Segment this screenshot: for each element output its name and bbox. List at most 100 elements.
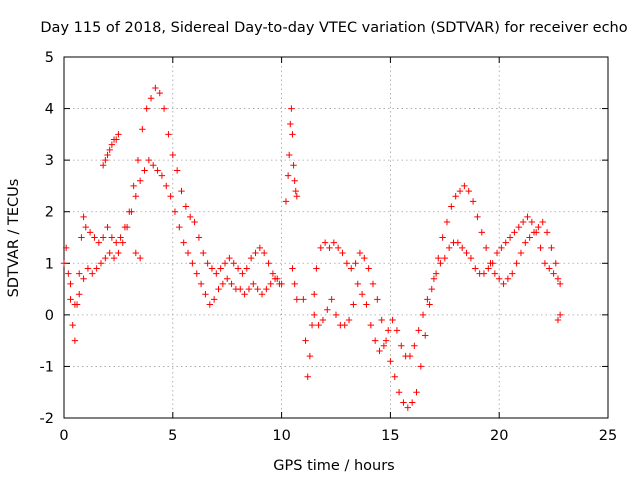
series-track-e: [311, 213, 564, 360]
data-point: [265, 260, 272, 267]
data-point: [258, 291, 266, 298]
y-axis-label: SDTVAR / TECUs: [6, 179, 22, 298]
data-point: [202, 291, 209, 298]
data-point: [480, 270, 488, 277]
data-point: [293, 193, 301, 200]
data-point: [441, 254, 448, 262]
y-tick-label: 1: [45, 256, 54, 272]
data-point: [306, 352, 314, 360]
data-point: [517, 249, 525, 257]
data-point: [311, 291, 318, 298]
data-point: [330, 239, 338, 246]
data-point: [430, 275, 438, 282]
data-point: [104, 223, 111, 231]
data-point: [535, 223, 542, 231]
data-point: [541, 260, 549, 267]
data-point: [169, 151, 176, 159]
data-point: [543, 229, 551, 236]
data-point: [91, 234, 98, 241]
data-point: [286, 151, 293, 159]
data-point: [291, 280, 298, 288]
x-tick-label: 15: [381, 428, 399, 444]
data-point: [99, 162, 107, 169]
data-point: [459, 244, 466, 252]
data-point: [311, 311, 318, 319]
data-point: [67, 280, 74, 288]
x-tick-label: 5: [168, 428, 177, 444]
data-point: [289, 131, 296, 138]
data-point: [78, 234, 85, 241]
data-point: [496, 275, 503, 282]
data-point: [282, 198, 290, 205]
data-point: [226, 254, 233, 262]
y-tick-label: 5: [45, 50, 54, 66]
data-point: [284, 172, 292, 179]
data-point: [154, 167, 161, 174]
x-tick-label: 0: [59, 428, 68, 444]
data-point: [385, 327, 392, 334]
data-point: [119, 239, 126, 246]
data-point: [256, 244, 264, 252]
data-point: [515, 223, 522, 231]
data-point: [454, 239, 462, 246]
data-point: [469, 198, 477, 205]
data-point: [271, 275, 279, 282]
data-point: [522, 239, 529, 246]
data-point: [132, 193, 140, 200]
data-point: [354, 280, 361, 288]
data-point: [387, 358, 394, 365]
data-point: [245, 285, 253, 293]
data-point: [511, 229, 518, 236]
data-point: [95, 239, 103, 246]
data-point: [300, 296, 307, 303]
data-point: [130, 182, 137, 190]
data-point: [136, 177, 144, 184]
data-point: [276, 280, 283, 288]
data-point: [519, 218, 527, 226]
data-point: [491, 270, 499, 277]
data-point: [136, 254, 144, 262]
data-point: [550, 270, 557, 277]
data-point: [356, 249, 364, 257]
data-point: [528, 218, 536, 226]
data-point: [193, 270, 200, 277]
data-point: [526, 234, 533, 241]
data-point: [224, 275, 231, 282]
series-track-d: [300, 182, 559, 411]
data-point: [293, 296, 301, 303]
data-point: [380, 342, 388, 349]
data-point: [546, 265, 553, 272]
data-point: [115, 249, 122, 257]
data-point: [506, 234, 514, 241]
data-point: [408, 399, 416, 406]
data-point: [108, 141, 116, 148]
data-point: [445, 244, 453, 252]
data-point: [182, 203, 190, 210]
data-point: [502, 239, 509, 246]
data-point: [250, 280, 257, 288]
data-point: [106, 249, 113, 257]
data-point: [289, 265, 296, 272]
data-point: [439, 234, 446, 241]
y-tick-label: 0: [45, 308, 54, 324]
data-points: [60, 84, 564, 411]
data-point: [343, 260, 351, 267]
data-point: [104, 151, 111, 159]
data-point: [102, 156, 109, 164]
data-point: [465, 187, 472, 195]
data-point: [393, 327, 401, 334]
data-point: [84, 265, 92, 272]
data-point: [513, 260, 520, 267]
data-point: [374, 296, 381, 303]
data-point: [404, 404, 412, 411]
data-point: [428, 285, 435, 293]
data-point: [504, 275, 512, 282]
data-point: [432, 270, 440, 277]
data-point: [76, 270, 83, 277]
data-point: [378, 316, 385, 324]
data-point: [132, 249, 140, 257]
data-point: [113, 136, 120, 143]
data-point: [389, 316, 396, 324]
data-point: [415, 327, 422, 334]
data-point: [260, 249, 268, 257]
